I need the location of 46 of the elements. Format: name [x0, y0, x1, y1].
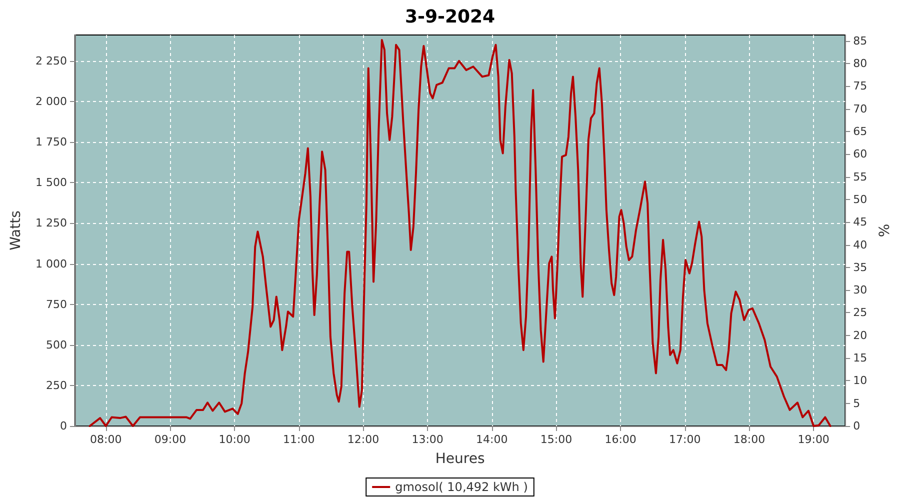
- y2-tick-label: 75: [853, 80, 868, 93]
- x-tick-label: 08:00: [90, 433, 122, 446]
- y-tick-label: 1 500: [36, 176, 67, 190]
- y2-tick-label: 5: [853, 396, 860, 410]
- y-tick-label: 750: [46, 298, 67, 311]
- y2-tick-label: 35: [853, 260, 868, 274]
- y2-tick-label: 15: [853, 352, 868, 365]
- y2-axis-title: %: [877, 224, 893, 238]
- x-tick-label: 19:00: [798, 433, 830, 446]
- y2-tick-label: 85: [853, 34, 868, 48]
- y2-tick-label: 25: [853, 306, 868, 320]
- y-axis-title: Watts: [8, 210, 24, 250]
- x-tick-label: 10:00: [218, 433, 250, 446]
- y2-tick-label: 55: [853, 170, 868, 184]
- x-axis-title: Heures: [435, 451, 485, 467]
- y-tick-label: 250: [46, 378, 67, 392]
- legend-label: gmosol( 10,492 kWh ): [395, 480, 528, 494]
- y2-tick-label: 30: [853, 284, 868, 297]
- x-tick-label: 17:00: [669, 433, 701, 446]
- y-tick-label: 0: [60, 420, 67, 432]
- y-tick-label: 2 000: [36, 95, 67, 108]
- x-tick-label: 14:00: [476, 433, 508, 446]
- x-tick-label: 13:00: [412, 433, 444, 446]
- y2-tick-label: 45: [853, 216, 868, 229]
- y2-tick-label: 50: [853, 192, 868, 206]
- y-tick-label: 2 250: [36, 54, 67, 68]
- chart-title: 3-9-2024: [404, 6, 496, 28]
- line-series: [88, 39, 832, 427]
- x-tick-label: 16:00: [604, 433, 636, 446]
- y2-tick-label: 20: [853, 328, 868, 342]
- y2-tick-label: 0: [853, 420, 860, 432]
- x-tick-label: 09:00: [154, 433, 186, 446]
- y2-tick-label: 65: [853, 125, 868, 138]
- y2-tick-label: 60: [853, 148, 868, 161]
- y2-tick-label: 80: [853, 57, 868, 70]
- x-tick-label: 18:00: [733, 433, 766, 446]
- y2-tick-label: 70: [853, 102, 868, 116]
- y-tick-label: 500: [46, 338, 67, 352]
- y2-tick-label: 40: [853, 238, 868, 252]
- y-tick-label: 1 250: [36, 216, 67, 230]
- y-tick-label: 1 750: [36, 136, 67, 149]
- x-tick-label: 11:00: [283, 433, 315, 446]
- y-tick-label: 1 000: [36, 257, 67, 270]
- y2-tick-label: 10: [853, 374, 868, 388]
- x-tick-label: 12:00: [347, 433, 380, 446]
- x-tick-label: 15:00: [540, 433, 572, 446]
